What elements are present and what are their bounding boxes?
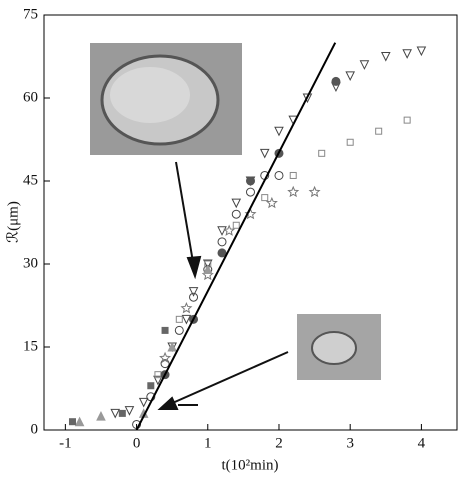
point — [180, 301, 193, 314]
arrow-head — [186, 255, 202, 280]
x-tick-label: -1 — [59, 435, 72, 451]
point — [359, 60, 370, 70]
point — [110, 408, 121, 419]
x-tick-label: 3 — [346, 435, 354, 451]
inset-small — [297, 314, 381, 380]
point — [232, 221, 240, 229]
y-tick-label: 60 — [23, 89, 38, 105]
y-tick-label: 75 — [23, 6, 38, 22]
point — [68, 418, 76, 426]
point — [287, 185, 300, 198]
point — [246, 176, 255, 186]
x-tick-label: 1 — [204, 435, 212, 451]
point — [380, 52, 391, 62]
point — [274, 170, 284, 180]
point — [274, 126, 284, 137]
point — [154, 371, 162, 379]
inset-large — [90, 43, 242, 155]
arrows — [157, 161, 289, 410]
x-tick-label: 2 — [275, 435, 283, 451]
arrow — [167, 351, 289, 406]
point — [289, 171, 297, 179]
arrow — [175, 161, 195, 269]
point — [231, 198, 242, 209]
cell-shape — [311, 331, 357, 365]
point — [231, 209, 241, 219]
point — [181, 314, 192, 325]
point — [138, 397, 149, 408]
point — [188, 287, 199, 297]
point — [153, 375, 163, 386]
x-axis-label: t(10²min) — [222, 457, 279, 473]
point — [244, 207, 257, 220]
point — [74, 416, 85, 427]
point — [223, 224, 236, 236]
point — [118, 409, 126, 417]
point — [161, 326, 169, 334]
point — [246, 187, 255, 197]
x-tick-label: 4 — [418, 435, 426, 451]
point — [174, 325, 184, 335]
point — [265, 196, 278, 209]
point — [261, 194, 269, 202]
point — [217, 248, 227, 258]
y-tick-label: 15 — [23, 338, 38, 354]
point — [345, 71, 355, 81]
point — [259, 148, 270, 159]
point — [375, 127, 383, 135]
arrow-head — [157, 396, 179, 410]
point — [147, 382, 155, 390]
point — [175, 315, 183, 323]
fit-line — [135, 42, 337, 431]
y-tick-label: 0 — [31, 421, 39, 437]
point — [189, 292, 199, 302]
y-tick-label: 30 — [23, 255, 38, 271]
point — [217, 226, 227, 236]
point — [167, 341, 177, 352]
point — [416, 46, 427, 57]
point — [124, 406, 135, 416]
plot-frame — [43, 14, 458, 431]
point — [202, 259, 213, 270]
point — [402, 49, 412, 59]
point — [217, 237, 227, 247]
point — [302, 93, 313, 104]
y-axis-label: ℛ(μm) — [5, 201, 21, 243]
x-tick-label: 0 — [133, 435, 141, 451]
y-tick-label: 45 — [23, 172, 38, 188]
point — [96, 411, 106, 421]
point — [159, 351, 172, 364]
point — [308, 185, 321, 198]
cell-shape — [110, 67, 190, 123]
point — [160, 359, 170, 369]
point — [346, 138, 354, 146]
point — [202, 264, 213, 275]
point — [331, 76, 341, 86]
point — [318, 149, 326, 157]
point — [403, 116, 411, 124]
